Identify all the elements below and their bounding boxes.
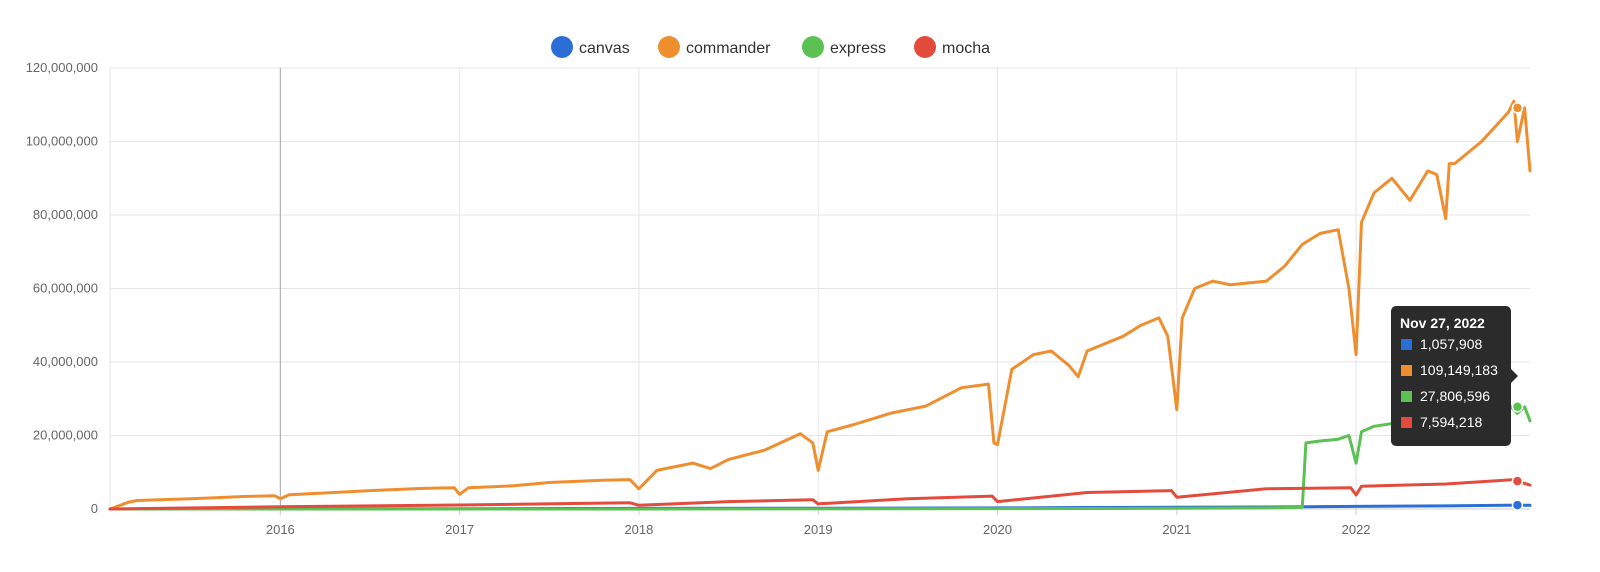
x-tick-label: 2019: [804, 522, 833, 537]
legend-marker-canvas: [551, 36, 573, 58]
y-tick-label: 120,000,000: [26, 60, 98, 75]
legend-label-canvas: canvas: [579, 40, 630, 57]
legend-marker-mocha: [914, 36, 936, 58]
x-tick-label: 2022: [1342, 522, 1371, 537]
y-tick-label: 80,000,000: [33, 207, 98, 222]
legend-label-express: express: [830, 40, 886, 57]
legend-label-commander: commander: [686, 40, 771, 57]
x-tick-label: 2020: [983, 522, 1012, 537]
y-tick-label: 0: [91, 501, 98, 516]
series-line-mocha: [108, 478, 1532, 511]
legend-marker-commander: [658, 36, 680, 58]
x-tick-label: 2018: [624, 522, 653, 537]
highlight-point-commander: [1511, 102, 1524, 114]
tooltip-swatch-express: [1401, 391, 1412, 402]
legend-label-mocha: mocha: [942, 40, 990, 57]
legend-marker-express: [802, 36, 824, 58]
y-tick-label: 20,000,000: [33, 428, 98, 443]
y-tick-label: 100,000,000: [26, 134, 98, 149]
grid: [109, 67, 1530, 510]
x-tick-label: 2016: [266, 522, 295, 537]
x-tick-label: 2021: [1162, 522, 1191, 537]
tooltip-value-mocha: 7,594,218: [1420, 414, 1482, 430]
tooltip-box: [1391, 306, 1511, 446]
tooltip-swatch-canvas: [1401, 339, 1412, 350]
tooltip: Nov 27, 2022 1,057,908 109,149,183 27,806,5…: [1391, 306, 1518, 446]
tooltip-date: Nov 27, 2022: [1400, 315, 1485, 331]
tooltip-value-express: 27,806,596: [1420, 388, 1490, 404]
highlight-point-canvas: [1511, 499, 1524, 511]
x-tick-label: 2017: [445, 522, 474, 537]
tooltip-swatch-mocha: [1401, 417, 1412, 428]
highlight-point-express: [1511, 401, 1524, 413]
legend: canvas commander express mocha: [551, 36, 990, 58]
y-tick-label: 40,000,000: [33, 354, 98, 369]
y-axis: 0 20,000,000 40,000,000 60,000,000 80,000,00…: [26, 60, 98, 516]
tooltip-arrow: [1511, 369, 1518, 383]
y-tick-label: 60,000,000: [33, 281, 98, 296]
tooltip-swatch-commander: [1401, 365, 1412, 376]
tooltip-value-canvas: 1,057,908: [1420, 336, 1482, 352]
tooltip-value-commander: 109,149,183: [1420, 362, 1498, 378]
series-lines: [108, 99, 1532, 511]
series-line-commander: [108, 99, 1532, 511]
x-axis: 2016 2017 2018 2019 2020 2021 2022: [110, 508, 1530, 537]
highlight-point-mocha: [1511, 475, 1524, 487]
